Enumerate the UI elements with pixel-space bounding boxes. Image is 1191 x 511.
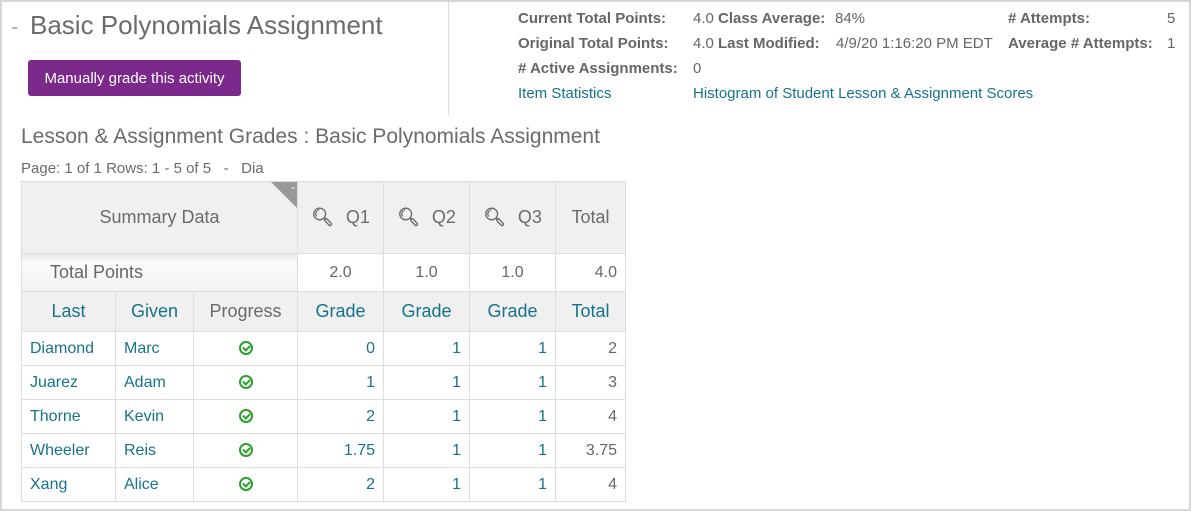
grade-total: 2 xyxy=(555,331,626,366)
total-points-label: Total Points xyxy=(21,253,298,292)
total-points-row: Total Points 2.0 1.0 1.0 4.0 xyxy=(21,253,626,292)
total-points-q3: 1.0 xyxy=(469,253,556,292)
grade-q2[interactable]: 1 xyxy=(383,331,470,366)
collapse-corner-button[interactable]: - xyxy=(271,180,297,208)
check-circle-icon xyxy=(238,443,253,458)
current-total-points-value: 4.0 xyxy=(693,10,714,27)
column-header-progress: Progress xyxy=(193,291,298,332)
student-given-name[interactable]: Adam xyxy=(115,365,194,400)
grade-q1[interactable]: 2 xyxy=(297,467,384,502)
grade-q1[interactable]: 0 xyxy=(297,331,384,366)
question-header-q2[interactable]: 🔍︎ Q2 xyxy=(383,181,470,254)
item-statistics-link[interactable]: Item Statistics xyxy=(518,85,612,102)
student-given-name[interactable]: Kevin xyxy=(115,399,194,434)
table-row: Thorne Kevin 2 1 1 4 xyxy=(21,399,626,434)
search-icon[interactable]: 🔍︎ xyxy=(483,207,506,227)
grade-q3[interactable]: 1 xyxy=(469,331,556,366)
progress-cell xyxy=(193,467,298,502)
student-last-name[interactable]: Diamond xyxy=(21,331,116,366)
grade-q2[interactable]: 1 xyxy=(383,399,470,434)
page-title: Basic Polynomials Assignment xyxy=(30,10,383,40)
last-modified-label: Last Modified: xyxy=(718,35,820,52)
student-given-name[interactable]: Marc xyxy=(115,331,194,366)
grade-q2[interactable]: 1 xyxy=(383,365,470,400)
column-header-grade-q1[interactable]: Grade xyxy=(297,291,384,332)
grade-q1[interactable]: 1.75 xyxy=(297,433,384,468)
active-assignments-value: 0 xyxy=(693,60,702,77)
search-icon[interactable]: 🔍︎ xyxy=(311,207,334,227)
grade-q3[interactable]: 1 xyxy=(469,399,556,434)
check-circle-icon xyxy=(238,375,253,390)
student-given-name[interactable]: Reis xyxy=(115,433,194,468)
current-total-points-label: Current Total Points: xyxy=(518,10,667,27)
average-attempts-label: Average # Attempts: xyxy=(1008,35,1153,52)
active-assignments-label: # Active Assignments: xyxy=(518,60,678,77)
grade-q2[interactable]: 1 xyxy=(383,467,470,502)
progress-cell xyxy=(193,399,298,434)
column-header-grade-q2[interactable]: Grade xyxy=(383,291,470,332)
grade-q3[interactable]: 1 xyxy=(469,365,556,400)
grade-total: 3.75 xyxy=(555,433,626,468)
check-circle-icon xyxy=(238,477,253,492)
total-points-q2: 1.0 xyxy=(383,253,470,292)
question-header-q3[interactable]: 🔍︎ Q3 xyxy=(469,181,556,254)
column-header-row: Last Given Progress Grade Grade Grade To… xyxy=(21,291,626,332)
student-last-name[interactable]: Juarez xyxy=(21,365,116,400)
summary-data-header: Summary Data - xyxy=(21,180,298,254)
check-circle-icon xyxy=(238,341,253,356)
manually-grade-button[interactable]: Manually grade this activity xyxy=(28,60,241,96)
grades-title: Lesson & Assignment Grades : Basic Polyn… xyxy=(21,125,600,148)
student-last-name[interactable]: Xang xyxy=(21,467,116,502)
grade-q1[interactable]: 2 xyxy=(297,399,384,434)
total-points-total: 4.0 xyxy=(555,253,626,292)
original-total-points-label: Original Total Points: xyxy=(518,35,669,52)
attempts-label: # Attempts: xyxy=(1008,10,1090,27)
grade-total: 4 xyxy=(555,467,626,502)
question-label: Q1 xyxy=(345,207,370,227)
last-modified-value: 4/9/20 1:16:20 PM EDT xyxy=(836,35,993,52)
class-average-value: 84% xyxy=(835,10,866,27)
summary-header-row: Summary Data - 🔍︎ Q1 🔍︎ Q2 🔍︎ Q3 Total xyxy=(21,180,626,254)
column-header-grade-q3[interactable]: Grade xyxy=(469,291,556,332)
grade-q3[interactable]: 1 xyxy=(469,467,556,502)
grade-q3[interactable]: 1 xyxy=(469,433,556,468)
column-header-total[interactable]: Total xyxy=(555,291,626,332)
check-circle-icon xyxy=(238,409,253,424)
student-last-name[interactable]: Thorne xyxy=(21,399,116,434)
grades-table: Summary Data - 🔍︎ Q1 🔍︎ Q2 🔍︎ Q3 Total Tota… xyxy=(21,180,626,502)
progress-cell xyxy=(193,365,298,400)
total-header: Total xyxy=(555,181,626,254)
column-header-given[interactable]: Given xyxy=(115,291,194,332)
summary-label: Summary Data xyxy=(99,207,220,227)
search-icon[interactable]: 🔍︎ xyxy=(397,207,420,227)
pager: Page: 1 of 1 Rows: 1 - 5 of 5 - Dia xyxy=(21,160,264,177)
original-total-points-value: 4.0 xyxy=(693,35,714,52)
grade-q1[interactable]: 1 xyxy=(297,365,384,400)
progress-cell xyxy=(193,331,298,366)
collapse-symbol: - xyxy=(291,180,295,194)
table-row: Diamond Marc 0 1 1 2 xyxy=(21,331,626,366)
divider xyxy=(448,2,449,115)
student-given-name[interactable]: Alice xyxy=(115,467,194,502)
grade-total: 3 xyxy=(555,365,626,400)
question-header-q1[interactable]: 🔍︎ Q1 xyxy=(297,181,384,254)
student-last-name[interactable]: Wheeler xyxy=(21,433,116,468)
average-attempts-value: 1 xyxy=(1167,35,1176,52)
class-average-label: Class Average: xyxy=(718,10,826,27)
grade-total: 4 xyxy=(555,399,626,434)
progress-cell xyxy=(193,433,298,468)
table-row: Wheeler Reis 1.75 1 1 3.75 xyxy=(21,433,626,468)
collapse-toggle[interactable]: - xyxy=(11,14,19,39)
total-points-q1: 2.0 xyxy=(297,253,384,292)
table-row: Xang Alice 2 1 1 4 xyxy=(21,467,626,502)
histogram-link[interactable]: Histogram of Student Lesson & Assignment… xyxy=(693,85,1034,102)
question-label: Q3 xyxy=(517,207,542,227)
table-row: Juarez Adam 1 1 1 3 xyxy=(21,365,626,400)
column-header-last[interactable]: Last xyxy=(21,291,116,332)
question-label: Q2 xyxy=(431,207,456,227)
attempts-value: 5 xyxy=(1167,10,1176,27)
grade-q2[interactable]: 1 xyxy=(383,433,470,468)
